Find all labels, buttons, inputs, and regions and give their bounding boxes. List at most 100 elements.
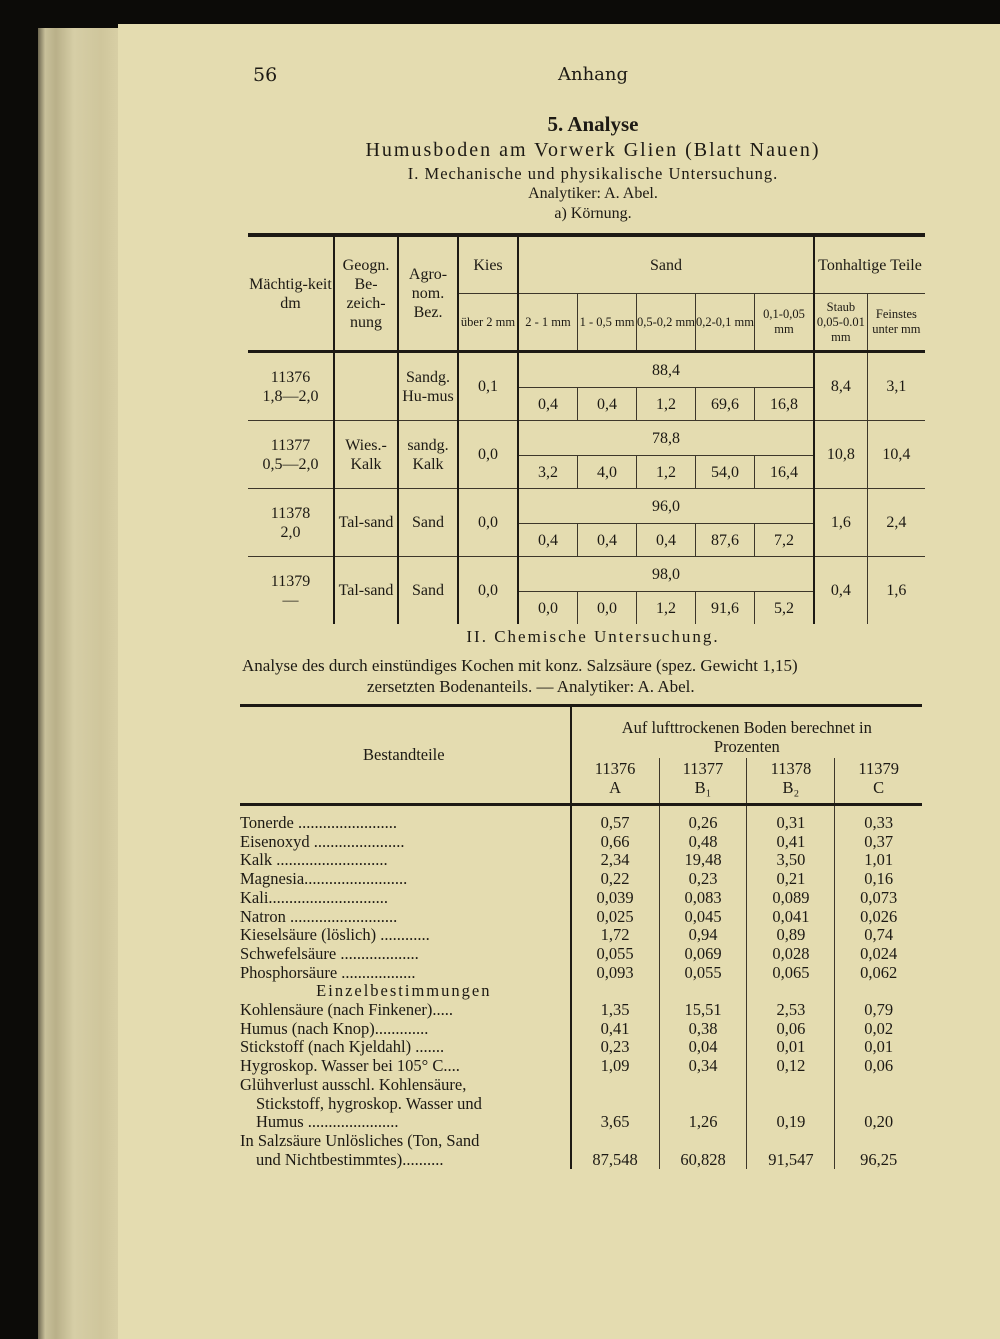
staub-cell: 8,4 xyxy=(814,351,868,421)
row-label: Phosphorsäure .................. xyxy=(240,963,572,983)
row-value: 0,21 xyxy=(746,869,836,889)
sample-cell: 11378 2,0 xyxy=(248,488,335,557)
row-value: 0,38 xyxy=(659,1019,748,1039)
sample-depth: 1,8—2,0 xyxy=(262,387,319,405)
row-value: 0,089 xyxy=(746,888,836,908)
row-value: 0,06 xyxy=(746,1019,836,1039)
sand-fraction-value: 1,2 xyxy=(636,387,696,421)
row-value xyxy=(746,1131,836,1151)
row-value: 3,50 xyxy=(746,851,836,871)
header-sand-fraction: 0,1-0,05 mm xyxy=(754,293,815,353)
table-row: Tonerde ........................ 0,57 0,26… xyxy=(240,804,922,833)
agro-cell: Sandg. Hu-mus xyxy=(398,351,459,421)
row-value: 0,33 xyxy=(864,813,894,832)
staub-cell: 0,4 xyxy=(814,556,868,624)
table-row: Hygroskop. Wasser bei 105° C.... 1,09 0,34… xyxy=(240,1056,922,1076)
sand-fraction-value: 69,6 xyxy=(695,387,755,421)
table-row: 11379— Tal-sand Sand 0,0 98,0 0,4 1,6 xyxy=(248,556,925,624)
subtitle: Humusboden am Vorwerk Glien (Blatt Nauen… xyxy=(365,139,821,161)
sand-fraction-value: 0,4 xyxy=(518,523,578,557)
row-label: und Nichtbestimmtes).......... xyxy=(240,1150,572,1170)
feinstes-cell: 1,6 xyxy=(867,556,925,624)
row-value: 0,89 xyxy=(746,926,836,945)
row-value: 0,20 xyxy=(864,1112,894,1132)
row-value xyxy=(570,1094,660,1114)
row-value: 0,37 xyxy=(864,831,894,851)
header-thickness: Mächtig-keit dm xyxy=(248,235,335,353)
staub-cell: 10,8 xyxy=(814,420,868,489)
sample-id: 11377 xyxy=(270,436,311,454)
column-horizon: A xyxy=(609,777,622,797)
sand-fraction-value: 91,6 xyxy=(695,591,755,624)
row-label: Tonerde ........................ xyxy=(240,804,572,833)
row-value: 0,19 xyxy=(746,1113,836,1132)
row-value: 2,34 xyxy=(570,851,660,871)
row-value: 0,66 xyxy=(570,832,660,852)
row-value: 0,083 xyxy=(659,888,748,908)
row-value xyxy=(835,1095,922,1114)
column-header: 11378 B₂ xyxy=(746,758,836,807)
row-label: Kalk ........................... xyxy=(240,851,572,871)
row-value: 0,024 xyxy=(860,943,898,963)
header-group: Auf lufttrockenen Boden berechnet in Pro… xyxy=(621,717,872,756)
sand-fraction-value: 16,8 xyxy=(754,387,815,421)
table-subrow: 0,4 0,4 1,2 69,6 16,8 xyxy=(248,387,925,421)
row-value: 1,35 xyxy=(570,1000,660,1020)
sand-fraction-value: 0,0 xyxy=(577,591,637,624)
row-label: Stickstoff (nach Kjeldahl) ....... xyxy=(240,1038,572,1058)
column-sample-id: 11379 xyxy=(858,758,899,778)
row-value: 0,41 xyxy=(746,832,836,852)
row-value: 15,51 xyxy=(659,1000,748,1020)
feinstes-cell: 10,4 xyxy=(867,420,925,489)
table-row: 11378 2,0 Tal-sand Sand 0,0 96,0 1,6 2,4 xyxy=(248,488,925,557)
kies-cell: 0,1 xyxy=(458,351,519,421)
header-sand-fraction: 1 - 0,5 mm xyxy=(577,293,637,353)
sand-fraction-value: 4,0 xyxy=(577,455,637,489)
staub-cell: 1,6 xyxy=(814,488,868,557)
row-value: 0,12 xyxy=(746,1056,836,1076)
row-value: 91,547 xyxy=(746,1150,836,1170)
row-value: 0,093 xyxy=(570,963,660,983)
table-row: Humus (nach Knop)............. 0,41 0,38 0,… xyxy=(240,1018,922,1039)
sand-fraction-value: 16,4 xyxy=(754,455,815,489)
section-2-line-1: Analyse des durch einstündiges Kochen mi… xyxy=(242,656,798,675)
header-sand-fraction: 0,5-0,2 mm xyxy=(636,293,696,353)
row-label: Kieselsäure (löslich) ............ xyxy=(240,926,572,945)
sample-depth: — xyxy=(282,591,299,609)
running-title: Anhang xyxy=(557,64,629,85)
column-sample-id: 11378 xyxy=(770,758,812,778)
section-2-heading: II. Chemische Untersuchung. xyxy=(466,627,720,646)
column-header: 11376 A xyxy=(570,758,660,807)
row-value: 0,34 xyxy=(659,1056,748,1076)
row-value xyxy=(570,1075,660,1095)
table-row: Glühverlust ausschl. Kohlensäure, xyxy=(240,1075,922,1095)
row-value: 0,069 xyxy=(659,944,748,964)
table-row: 11376 1,8—2,0 Sandg. Hu-mus 0,1 88,4 8,4 3,1 xyxy=(248,351,925,421)
row-value: 0,79 xyxy=(864,1000,894,1020)
row-value: 1,72 xyxy=(570,926,660,945)
row-value: 0,039 xyxy=(570,888,660,908)
column-header: 11379 C xyxy=(834,758,922,807)
row-value xyxy=(746,1075,836,1095)
row-value: 0,23 xyxy=(659,869,748,889)
header-bestandteile: Bestandteile xyxy=(240,705,572,806)
header-staub: Staub 0,05-0.01 mm xyxy=(814,293,868,353)
agro-cell: sandg. Kalk xyxy=(398,420,459,489)
header-geogn: Geogn. Be-zeich-nung xyxy=(334,235,399,353)
agro-cell: Sand xyxy=(398,556,459,624)
row-label: Natron .......................... xyxy=(240,907,572,927)
sample-cell: 11376 1,8—2,0 xyxy=(248,351,335,421)
row-value: 0,025 xyxy=(570,907,660,927)
row-value: 0,23 xyxy=(570,1038,660,1058)
row-value: 0,02 xyxy=(864,1018,894,1038)
column-horizon: B₁ xyxy=(694,777,712,797)
sand-total: 98,0 xyxy=(518,556,815,592)
row-value: 0,073 xyxy=(860,887,898,907)
table-row: Eisenoxyd ...................... 0,66 0,48… xyxy=(240,831,922,852)
grain-size-table: Mächtig-keit dm Geogn. Be-zeich-nung Agr… xyxy=(248,233,925,624)
row-value: 0,31 xyxy=(746,804,836,833)
kies-cell: 0,0 xyxy=(458,488,519,557)
sample-id: 11376 xyxy=(270,368,311,386)
header-sand-fraction: 0,2-0,1 mm xyxy=(695,293,755,353)
sub-a-label: a) Körnung. xyxy=(554,205,632,222)
